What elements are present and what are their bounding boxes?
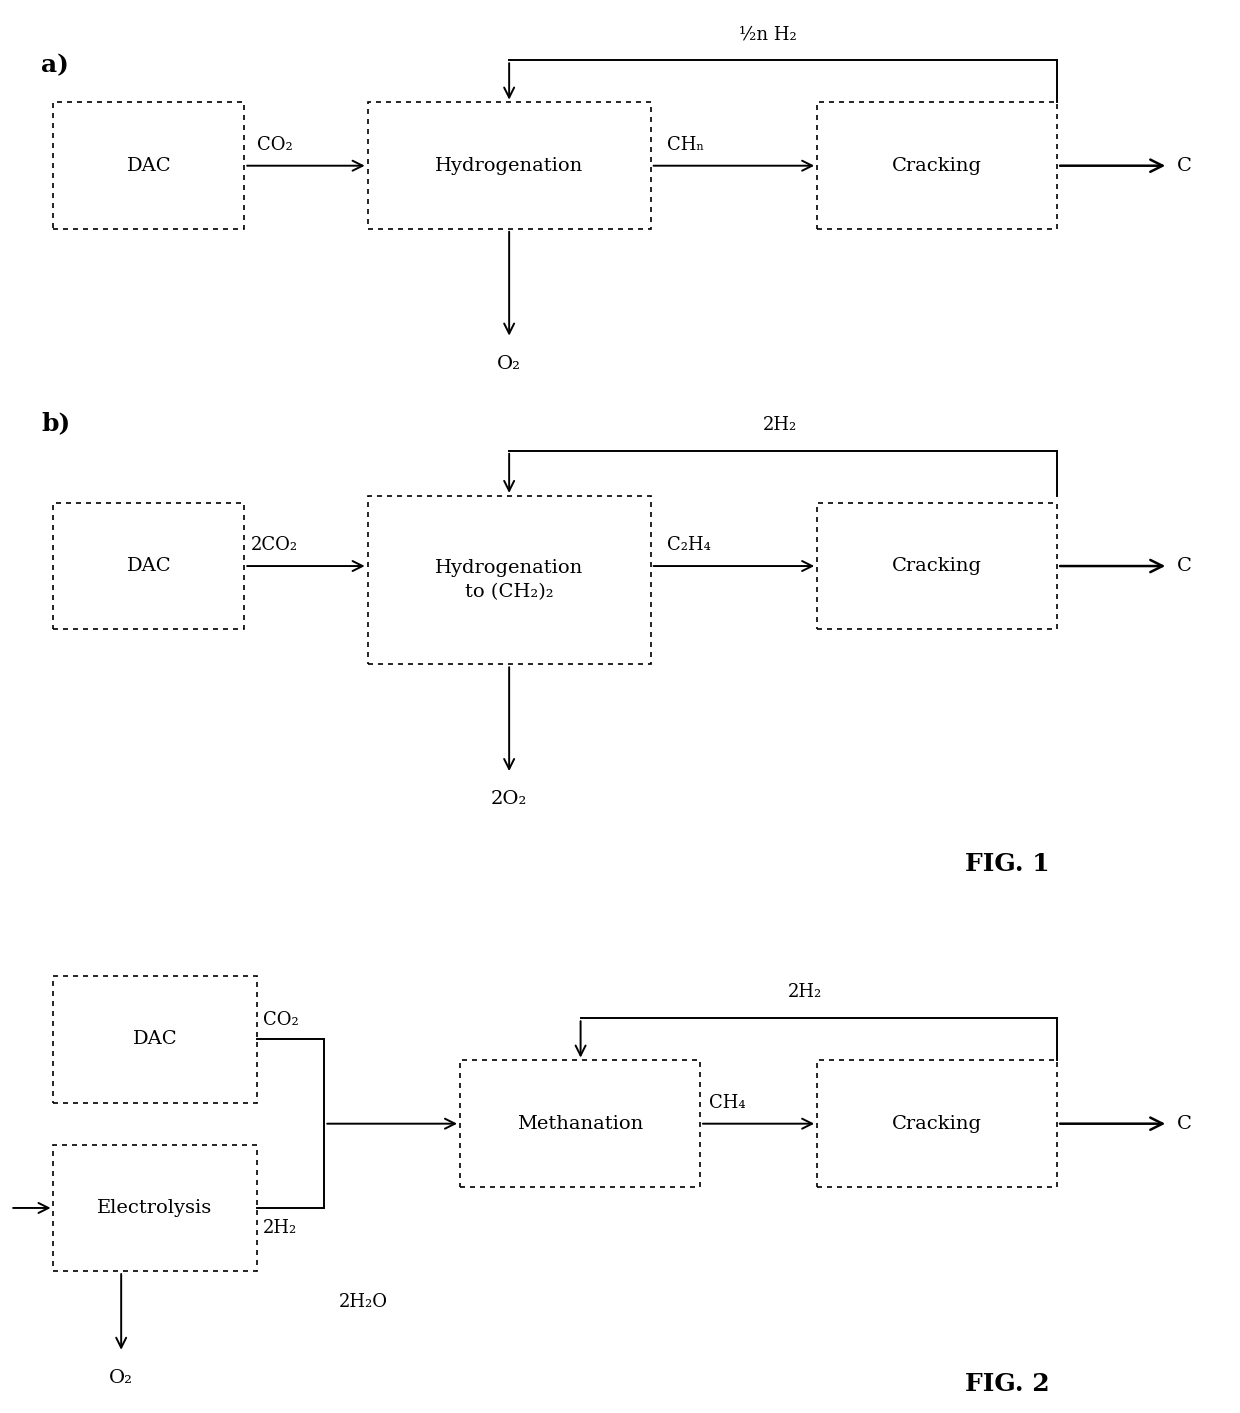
Text: CH₄: CH₄ — [709, 1094, 745, 1112]
Text: 2O₂: 2O₂ — [491, 790, 527, 808]
Text: Hydrogenation
to (CH₂)₂: Hydrogenation to (CH₂)₂ — [435, 560, 583, 601]
Text: FIG. 2: FIG. 2 — [965, 1372, 1049, 1396]
Bar — [367, 103, 651, 229]
Text: CO₂: CO₂ — [257, 136, 293, 154]
Text: CHₙ: CHₙ — [667, 136, 704, 154]
Text: a): a) — [41, 54, 69, 78]
Bar — [367, 496, 651, 664]
Text: Methanation: Methanation — [517, 1115, 644, 1133]
Text: b): b) — [41, 411, 71, 435]
Bar — [460, 1061, 701, 1187]
Text: Cracking: Cracking — [892, 1115, 982, 1133]
Text: CO₂: CO₂ — [263, 1010, 299, 1029]
Text: FIG. 1: FIG. 1 — [965, 852, 1049, 876]
Bar — [817, 103, 1058, 229]
Text: O₂: O₂ — [497, 355, 521, 373]
Text: ½n H₂: ½n H₂ — [739, 25, 796, 44]
Bar — [53, 976, 257, 1102]
Bar — [53, 503, 244, 629]
Text: 2CO₂: 2CO₂ — [250, 536, 298, 554]
Bar — [53, 103, 244, 229]
Text: Cracking: Cracking — [892, 557, 982, 575]
Bar — [53, 1145, 257, 1272]
Text: DAC: DAC — [133, 1030, 177, 1048]
Text: C: C — [1177, 157, 1192, 175]
Text: 2H₂: 2H₂ — [763, 415, 797, 434]
Text: O₂: O₂ — [109, 1369, 133, 1388]
Text: C₂H₄: C₂H₄ — [667, 536, 711, 554]
Text: DAC: DAC — [126, 557, 171, 575]
Text: 2H₂O: 2H₂O — [340, 1293, 388, 1311]
Text: Cracking: Cracking — [892, 157, 982, 175]
Text: Hydrogenation: Hydrogenation — [435, 157, 583, 175]
Text: C: C — [1177, 1115, 1192, 1133]
Text: Electrolysis: Electrolysis — [98, 1200, 213, 1217]
Bar — [817, 1061, 1058, 1187]
Text: DAC: DAC — [126, 157, 171, 175]
Text: 2H₂: 2H₂ — [787, 983, 822, 1002]
Text: 2H₂: 2H₂ — [263, 1218, 298, 1236]
Bar — [817, 503, 1058, 629]
Text: C: C — [1177, 557, 1192, 575]
